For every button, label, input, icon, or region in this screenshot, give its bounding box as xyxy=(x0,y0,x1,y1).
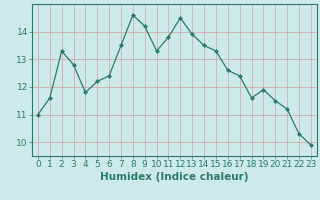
X-axis label: Humidex (Indice chaleur): Humidex (Indice chaleur) xyxy=(100,172,249,182)
